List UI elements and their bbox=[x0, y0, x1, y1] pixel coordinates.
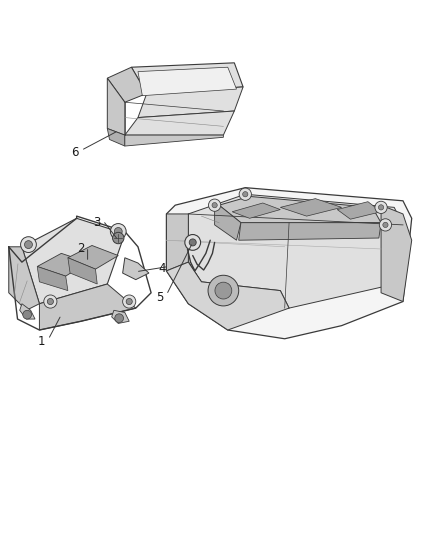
Text: 4: 4 bbox=[158, 262, 166, 275]
Polygon shape bbox=[68, 258, 97, 284]
Circle shape bbox=[239, 188, 251, 200]
Polygon shape bbox=[37, 253, 88, 276]
Circle shape bbox=[113, 232, 124, 244]
Polygon shape bbox=[131, 63, 243, 93]
Polygon shape bbox=[138, 87, 243, 118]
Circle shape bbox=[383, 222, 388, 228]
Polygon shape bbox=[37, 266, 68, 290]
Polygon shape bbox=[166, 262, 289, 330]
Circle shape bbox=[215, 282, 232, 299]
Circle shape bbox=[375, 201, 387, 214]
Polygon shape bbox=[215, 205, 241, 240]
Circle shape bbox=[379, 219, 392, 231]
Text: 6: 6 bbox=[71, 146, 78, 159]
Polygon shape bbox=[125, 135, 223, 146]
Polygon shape bbox=[39, 284, 136, 330]
Circle shape bbox=[123, 295, 136, 308]
Polygon shape bbox=[107, 128, 125, 146]
Polygon shape bbox=[239, 223, 381, 240]
Polygon shape bbox=[219, 197, 381, 223]
Polygon shape bbox=[166, 214, 188, 271]
Circle shape bbox=[47, 298, 53, 304]
Polygon shape bbox=[138, 67, 237, 96]
Circle shape bbox=[114, 228, 122, 236]
Circle shape bbox=[23, 310, 32, 319]
Circle shape bbox=[44, 295, 57, 308]
Text: 3: 3 bbox=[93, 216, 100, 229]
Circle shape bbox=[126, 298, 132, 304]
Polygon shape bbox=[68, 246, 118, 269]
Polygon shape bbox=[112, 310, 129, 324]
Polygon shape bbox=[166, 188, 412, 339]
Polygon shape bbox=[337, 201, 381, 219]
Text: 1: 1 bbox=[38, 335, 46, 349]
Polygon shape bbox=[123, 258, 149, 280]
Circle shape bbox=[185, 235, 201, 251]
Circle shape bbox=[208, 275, 239, 306]
Text: 5: 5 bbox=[156, 290, 163, 304]
Circle shape bbox=[189, 239, 196, 246]
Polygon shape bbox=[107, 78, 125, 135]
Circle shape bbox=[115, 314, 124, 322]
Polygon shape bbox=[232, 203, 280, 219]
Polygon shape bbox=[125, 111, 234, 135]
Polygon shape bbox=[381, 205, 412, 302]
Polygon shape bbox=[280, 199, 342, 216]
Circle shape bbox=[378, 205, 384, 210]
Circle shape bbox=[208, 199, 221, 211]
Text: 2: 2 bbox=[77, 243, 85, 255]
Polygon shape bbox=[9, 247, 39, 310]
Polygon shape bbox=[107, 67, 147, 102]
Circle shape bbox=[25, 241, 32, 248]
Circle shape bbox=[110, 223, 126, 239]
Circle shape bbox=[212, 203, 217, 208]
Polygon shape bbox=[188, 194, 403, 308]
Polygon shape bbox=[188, 262, 289, 308]
Polygon shape bbox=[20, 304, 35, 319]
Circle shape bbox=[21, 237, 36, 253]
Circle shape bbox=[243, 191, 248, 197]
Polygon shape bbox=[22, 219, 125, 304]
